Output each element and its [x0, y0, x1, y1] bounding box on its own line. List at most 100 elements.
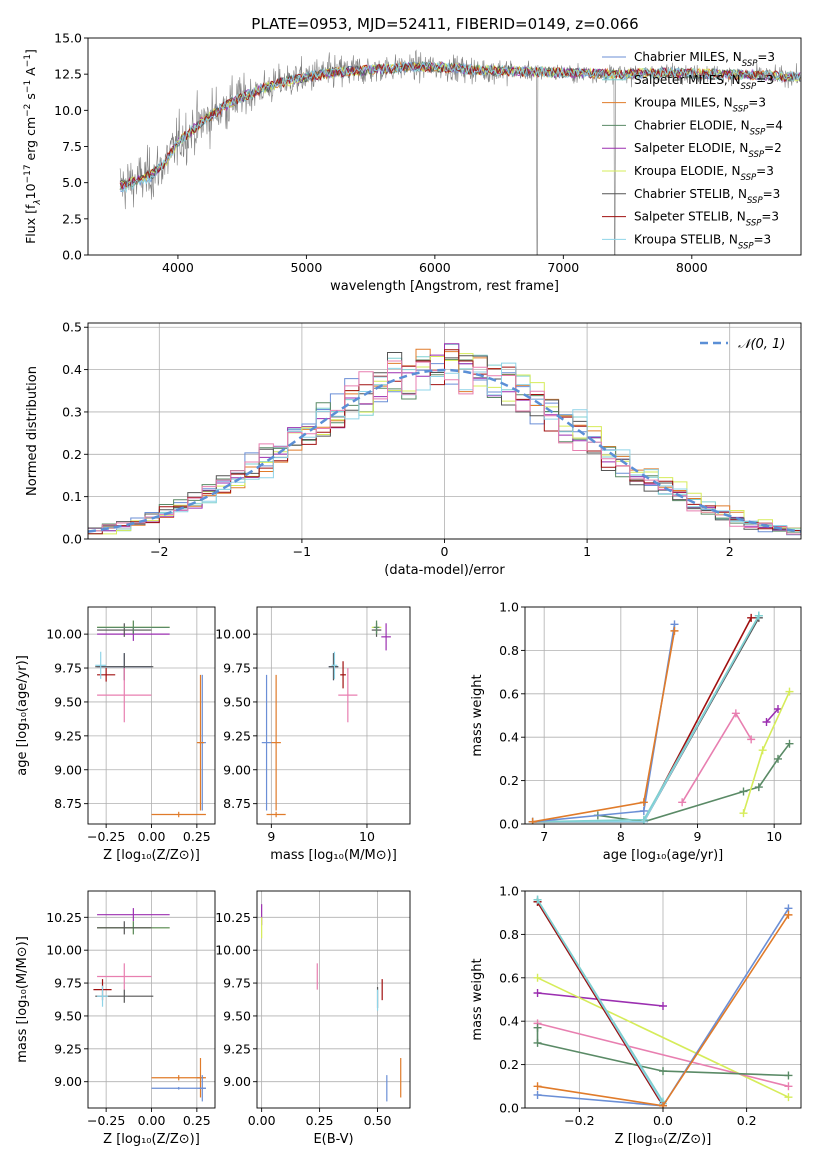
y-tick-label: 9.00 [223, 1074, 251, 1089]
mass-weight-marker [731, 709, 740, 718]
y-tick-label: 9.25 [54, 1041, 82, 1056]
x-tick-label: 10 [766, 829, 782, 844]
mass-weight-marker [670, 626, 679, 635]
legend-label-suffix: =2 [764, 141, 782, 155]
legend-label-sub: SSP [741, 82, 757, 92]
mass-weight-marker [659, 1067, 667, 1076]
mass-weight-marker [747, 613, 756, 622]
x-tick-label: 0 [441, 544, 449, 559]
y-tick-label: 0.4 [499, 1014, 519, 1029]
x-tick-label: 8 [617, 829, 625, 844]
y-axis-label: age [log₁₀(age/yr)] [15, 655, 30, 776]
mass_vs_Z-panel: −0.25 0.00 0.25 9.00 9.25 9.50 9.75 10.00 10.25 Z… [15, 890, 216, 1147]
mass-weight-marker [784, 910, 793, 919]
y-tick-label: 9.50 [223, 1008, 251, 1023]
x-axis-label: Z [log₁₀(Z/Z⊙)] [615, 1132, 712, 1147]
x-tick-label: 9 [267, 829, 275, 844]
x-tick-label: 8000 [676, 260, 708, 275]
y-axis-label-part: s [23, 93, 38, 104]
x-tick-label: 7000 [547, 260, 579, 275]
mass-weight-marker [754, 783, 763, 792]
mass-weight-marker [659, 1101, 667, 1108]
legend-label-text: Kroupa ELODIE, N [634, 164, 741, 178]
mass-weight-marker [747, 735, 756, 744]
y-tick-label: 0.5 [62, 320, 82, 335]
y-tick-label: 10.00 [215, 627, 251, 642]
x-axis-label: Z [log₁₀(Z/Z⊙)] [103, 1132, 200, 1147]
mass_vs_ebv-marks [261, 904, 402, 1102]
legend-label-suffix: =3 [763, 187, 781, 201]
x-tick-label: −0.25 [87, 829, 125, 844]
legend-label-suffix: =4 [765, 118, 783, 132]
y-tick-label: 10.00 [46, 627, 82, 642]
legend-label-sub: SSP [748, 150, 764, 160]
legend-label: Chabrier ELODIE, NSSP=4 [634, 118, 783, 137]
y-axis-label-part: λ [33, 199, 43, 205]
y-tick-label: 0.4 [62, 362, 82, 377]
y-tick-label: 1.0 [499, 600, 519, 615]
legend-label-text: Chabrier ELODIE, N [634, 118, 750, 132]
x-tick-label: 0.00 [248, 1113, 276, 1128]
age_vs_mass-frame [256, 606, 411, 825]
legend-label-suffix: =3 [748, 96, 766, 110]
y-tick-label: 10.0 [54, 103, 82, 118]
y-tick-label: 0.6 [499, 970, 519, 985]
y-tick-label: 5.0 [62, 175, 82, 190]
x-tick-label: 2 [726, 544, 734, 559]
y-tick-label: 0.0 [62, 248, 82, 263]
x-tick-label: 4000 [162, 260, 194, 275]
legend-label-suffix: =3 [756, 164, 774, 178]
y-axis-label: Normed distribution [25, 366, 40, 496]
x-tick-label: 0.2 [737, 1113, 757, 1128]
legend-label: Chabrier STELIB, NSSP=3 [634, 187, 780, 206]
mass-weight-marker [639, 798, 648, 807]
mass-weight-line [537, 977, 789, 1098]
legend-label: Kroupa STELIB, NSSP=3 [634, 232, 771, 251]
x-tick-label: 0.0 [653, 1113, 673, 1128]
legend-label-sub: SSP [750, 127, 766, 137]
y-tick-label: 2.5 [62, 211, 82, 226]
mass-weight-marker [639, 815, 648, 824]
mass-weight-marker [678, 798, 687, 807]
y-tick-label: 9.50 [54, 694, 82, 709]
y-axis-label-part: ] [23, 49, 38, 54]
legend-label-sub: SSP [747, 196, 763, 206]
legend-label: Chabrier MILES, NSSP=3 [634, 50, 775, 69]
y-tick-label: 12.5 [54, 67, 82, 82]
y-axis-label-part: Flux [f [23, 204, 38, 244]
x-tick-label: 9 [694, 829, 702, 844]
mass_vs_ebv-frame [256, 890, 411, 1109]
x-tick-label: 0.00 [138, 829, 166, 844]
y-axis-label: mass [log₁₀(M/M⊙)] [15, 936, 30, 1063]
y-axis-label-part: −1 [23, 54, 33, 67]
spectrum-panel: 4000 5000 6000 7000 8000 0.0 2.5 5.0 7.5 10.0 12.5… [23, 31, 802, 294]
mass-weight-line [681, 711, 752, 803]
mass-weight-marker [659, 1002, 667, 1011]
y-axis-label-part: −1 [23, 80, 33, 93]
mass-weight-line [536, 899, 664, 1102]
weight_vs_Z-panel: −0.2 0.0 0.2 0.0 0.2 0.4 0.6 0.8 1.0 Z [log₁₀(Z/Z… [470, 884, 802, 1147]
y-tick-label: 9.25 [223, 1041, 251, 1056]
model-spectrum-line [119, 61, 801, 194]
mass-weight-line [536, 1027, 789, 1077]
age_vs_mass-panel: 9 10 8.75 9.00 9.25 9.50 9.75 10.00 mass [log₁₀(… [215, 606, 411, 863]
x-axis-label: E(B-V) [313, 1132, 353, 1147]
y-tick-label: 9.00 [54, 762, 82, 777]
y-tick-label: 0.1 [62, 489, 82, 504]
y-axis-label-part: A [23, 67, 38, 80]
x-tick-label: −0.2 [564, 1113, 594, 1128]
legend-label-suffix: =3 [754, 232, 772, 246]
legend-label-text: Chabrier STELIB, N [634, 187, 747, 201]
normal-distribution-curve [88, 368, 801, 533]
legend-label-suffix: =3 [757, 50, 775, 64]
y-tick-label: 7.5 [62, 139, 82, 154]
mass-weight-marker [784, 1071, 793, 1080]
mass-weight-marker [762, 718, 771, 727]
x-tick-label: 0.25 [306, 1113, 334, 1128]
mass-weight-marker [785, 739, 794, 748]
y-tick-label: 9.25 [223, 728, 251, 743]
mass-weight-marker [533, 988, 542, 997]
legend-label-suffix: =3 [761, 210, 779, 224]
age_vs_Z-panel: −0.25 0.00 0.25 8.75 9.00 9.25 9.50 9.75 10.00 Z … [15, 606, 216, 863]
